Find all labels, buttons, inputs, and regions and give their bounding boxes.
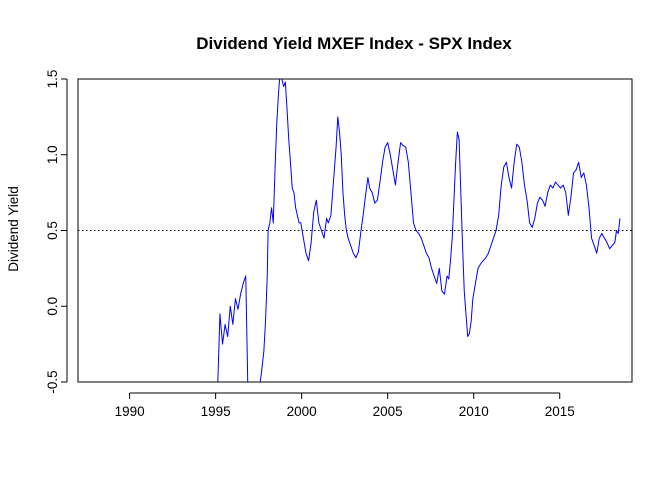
y-axis-title: Dividend Yield <box>6 186 21 272</box>
y-tick-label: 0.0 <box>45 297 60 316</box>
x-tick-label: 2000 <box>287 404 317 419</box>
y-tick-label: 0.5 <box>45 221 60 240</box>
series-line <box>217 79 621 382</box>
x-tick-label: 1990 <box>115 404 145 419</box>
chart-title: Dividend Yield MXEF Index - SPX Index <box>196 34 512 53</box>
y-tick-label: 1.5 <box>45 70 60 89</box>
y-tick-label: -0.5 <box>45 370 60 393</box>
axes: 1990 1995 2000 2005 2010 2015 -0.5 0.0 0.5 1.0 1.5 <box>45 70 633 419</box>
x-tick-label: 2010 <box>459 404 489 419</box>
x-tick-label: 2005 <box>373 404 403 419</box>
x-tick-label: 2015 <box>545 404 575 419</box>
x-tick-label: 1995 <box>201 404 231 419</box>
y-tick-label: 1.0 <box>45 145 60 164</box>
series-group <box>217 79 621 382</box>
